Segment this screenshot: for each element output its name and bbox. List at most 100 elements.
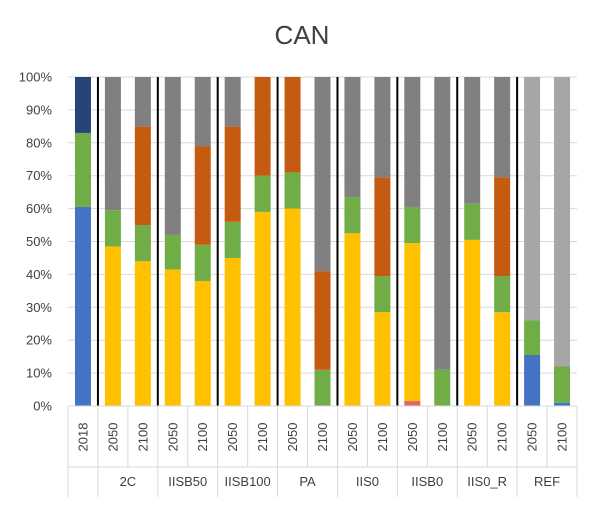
x-group-label: REF xyxy=(534,474,560,489)
x-group-label: IIS0_R xyxy=(467,474,507,489)
bar-segment xyxy=(494,276,511,313)
bar-segment xyxy=(314,271,331,370)
bar-stack xyxy=(104,77,121,406)
chart-title: CAN xyxy=(275,20,330,50)
bar-segment xyxy=(74,132,91,207)
bar-stack xyxy=(224,77,241,406)
bar-stack xyxy=(134,77,151,406)
y-tick-label: 30% xyxy=(26,300,52,315)
bar-segment xyxy=(434,369,451,406)
bar-segment xyxy=(404,243,421,402)
bar-segment xyxy=(374,177,391,277)
x-category-label: 2050 xyxy=(465,423,480,452)
bar-segment xyxy=(524,355,541,406)
bar-stack xyxy=(464,77,481,406)
x-group-label: 2C xyxy=(120,474,137,489)
bar-segment xyxy=(224,77,241,127)
bar-stack xyxy=(74,77,91,406)
x-group-label: IISB100 xyxy=(225,474,271,489)
bar-segment xyxy=(494,312,511,406)
bar-segment xyxy=(374,77,391,178)
bar-segment xyxy=(74,206,91,406)
bar-stack xyxy=(194,77,211,406)
bars xyxy=(74,77,571,406)
y-tick-label: 80% xyxy=(26,135,52,150)
bar-segment xyxy=(194,244,211,281)
bar-segment xyxy=(104,77,121,211)
bar-segment xyxy=(344,233,361,406)
bar-segment xyxy=(494,77,511,178)
x-category-label: 2050 xyxy=(165,423,180,452)
bar-stack xyxy=(494,77,511,406)
x-category-label: 2100 xyxy=(435,423,450,452)
x-category-label: 2100 xyxy=(135,423,150,452)
bar-segment xyxy=(164,77,181,235)
bar-segment xyxy=(464,203,481,240)
bar-segment xyxy=(224,126,241,222)
x-category-label: 2018 xyxy=(75,423,90,452)
bar-stack xyxy=(164,77,181,406)
bar-segment xyxy=(74,77,91,133)
bar-stack xyxy=(434,77,451,406)
bar-stack xyxy=(374,77,391,406)
x-category-label: 2100 xyxy=(315,423,330,452)
y-tick-label: 0% xyxy=(33,399,52,414)
bar-stack xyxy=(314,77,331,406)
y-tick-label: 60% xyxy=(26,201,52,216)
bar-segment xyxy=(464,239,481,406)
y-tick-label: 20% xyxy=(26,333,52,348)
x-category-label: 2100 xyxy=(195,423,210,452)
bar-segment xyxy=(344,77,361,198)
bar-segment xyxy=(134,77,151,127)
bar-segment xyxy=(404,77,421,207)
bar-segment xyxy=(194,280,211,406)
x-group-label: IISB0 xyxy=(411,474,443,489)
bar-segment xyxy=(404,401,421,406)
y-tick-label: 40% xyxy=(26,267,52,282)
bar-segment xyxy=(344,197,361,234)
x-category-label: 2050 xyxy=(345,423,360,452)
bar-segment xyxy=(554,366,571,403)
x-category-label: 2100 xyxy=(375,423,390,452)
bar-segment xyxy=(314,369,331,406)
bar-stack xyxy=(524,77,541,406)
bar-stack xyxy=(284,77,301,406)
x-group-label: PA xyxy=(299,474,316,489)
bar-segment xyxy=(254,77,271,176)
y-axis-ticks: 0% 10% 20% 30% 40% 50% 60% 70% 80% 90% 100% xyxy=(19,70,53,414)
x-category-label: 2100 xyxy=(495,423,510,452)
x-category-label: 2050 xyxy=(105,423,120,452)
bar-segment xyxy=(404,206,421,244)
x-category-label: 2100 xyxy=(255,423,270,452)
y-tick-label: 100% xyxy=(19,70,53,85)
x-category-label: 2050 xyxy=(405,423,420,452)
bar-segment xyxy=(254,175,271,212)
bar-segment xyxy=(134,225,151,262)
bar-segment xyxy=(194,77,211,147)
bar-segment xyxy=(554,402,571,406)
bar-stack xyxy=(344,77,361,406)
x-category-label: 2050 xyxy=(525,423,540,452)
x-group-label: IIS0 xyxy=(356,474,379,489)
bar-segment xyxy=(254,211,271,406)
bar-segment xyxy=(224,221,241,258)
bar-segment xyxy=(164,234,181,270)
bar-segment xyxy=(434,77,451,370)
bar-segment xyxy=(284,77,301,173)
y-tick-label: 90% xyxy=(26,102,52,117)
x-axis: 2018 2050 2100 2050 2100 2050 2100 2050 2100 2050… xyxy=(67,77,578,497)
bar-segment xyxy=(524,320,541,356)
y-tick-label: 50% xyxy=(26,234,52,249)
x-group-label: IISB50 xyxy=(168,474,207,489)
bar-segment xyxy=(314,77,331,272)
x-category-label: 2050 xyxy=(285,423,300,452)
bar-segment xyxy=(284,172,301,209)
x-category-label: 2050 xyxy=(225,423,240,452)
x-category-label: 2100 xyxy=(555,423,570,452)
bar-segment xyxy=(164,269,181,406)
bar-segment xyxy=(494,177,511,277)
bar-stack xyxy=(254,77,271,406)
y-tick-label: 70% xyxy=(26,168,52,183)
bar-segment xyxy=(374,276,391,313)
